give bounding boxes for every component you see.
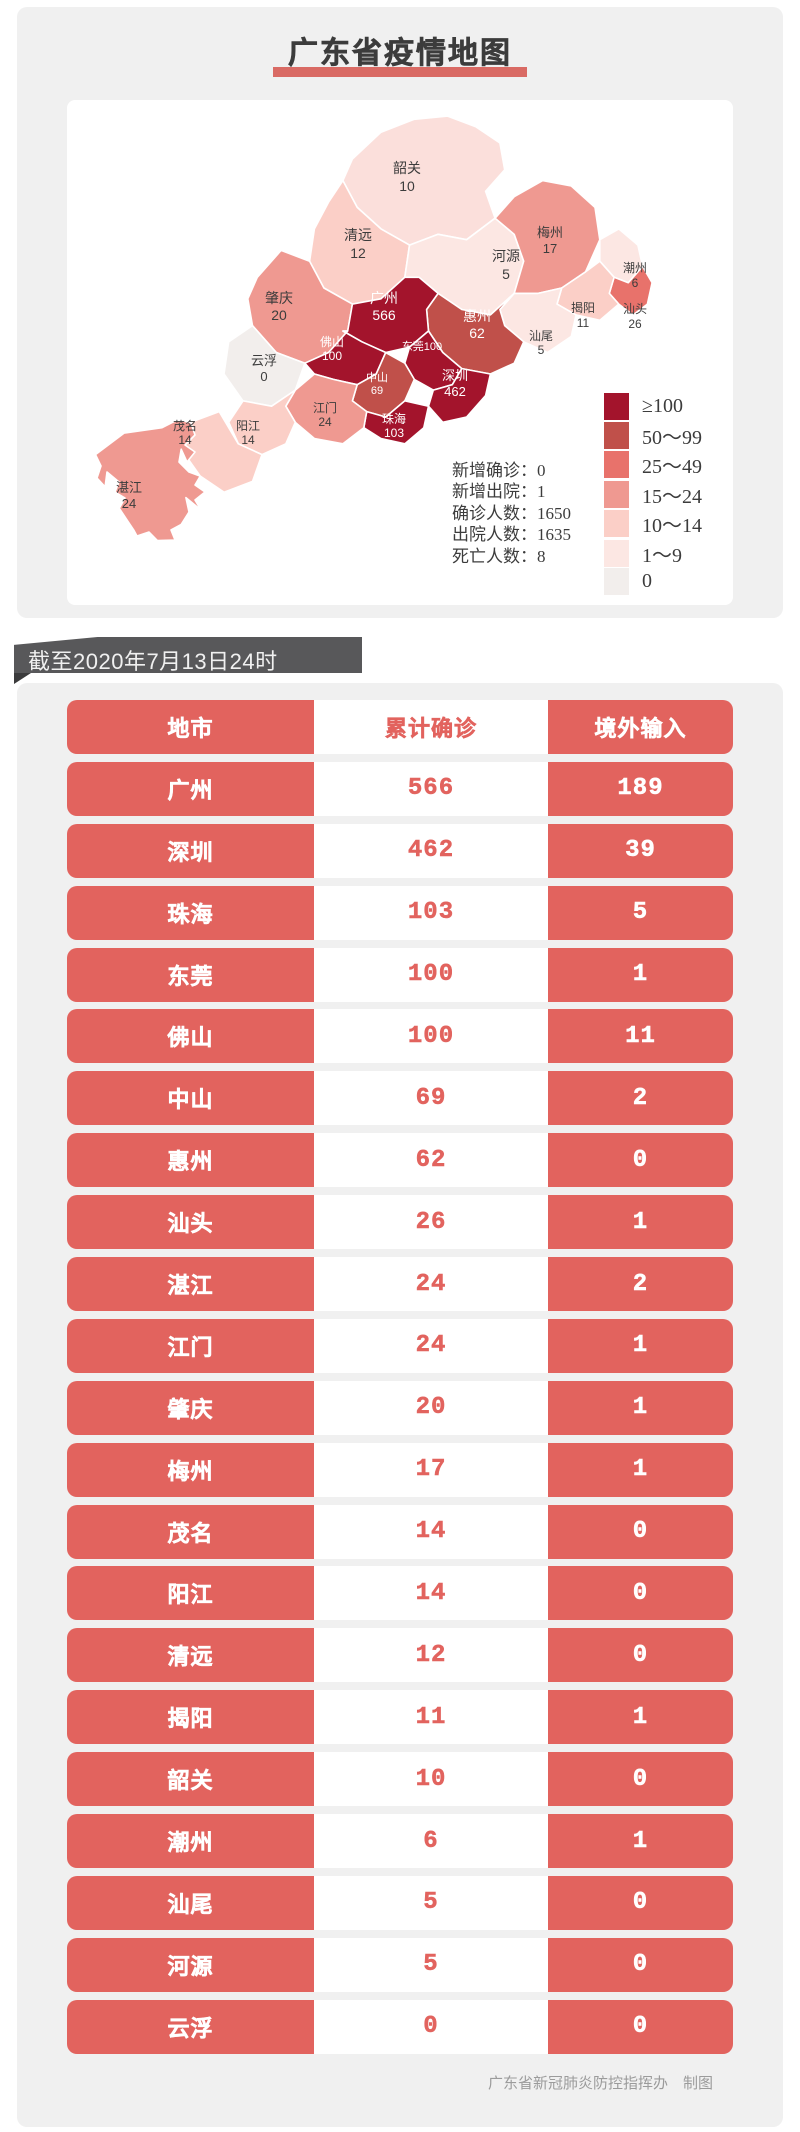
svg-text:20: 20 xyxy=(271,307,287,323)
svg-text:湛江: 湛江 xyxy=(116,480,142,495)
svg-text:汕尾: 汕尾 xyxy=(529,329,553,343)
svg-text:广州: 广州 xyxy=(370,290,398,306)
svg-text:5: 5 xyxy=(502,266,510,282)
svg-text:5: 5 xyxy=(538,343,545,357)
svg-text:6: 6 xyxy=(632,276,639,290)
svg-text:26: 26 xyxy=(628,317,642,331)
svg-text:肇庆: 肇庆 xyxy=(265,290,293,306)
svg-text:惠州: 惠州 xyxy=(463,308,491,324)
svg-text:佛山: 佛山 xyxy=(320,335,344,349)
svg-text:24: 24 xyxy=(318,415,332,429)
svg-text:14: 14 xyxy=(178,433,192,447)
svg-text:茂名: 茂名 xyxy=(173,418,197,433)
svg-text:阳江: 阳江 xyxy=(236,419,260,433)
svg-text:17: 17 xyxy=(543,241,557,256)
svg-text:11: 11 xyxy=(577,316,590,330)
svg-text:100: 100 xyxy=(322,349,342,363)
svg-text:东莞100: 东莞100 xyxy=(402,340,442,353)
svg-text:揭阳: 揭阳 xyxy=(571,300,595,315)
svg-text:566: 566 xyxy=(372,307,396,323)
svg-text:江门: 江门 xyxy=(313,400,337,415)
svg-text:韶关: 韶关 xyxy=(393,160,421,176)
svg-text:潮州: 潮州 xyxy=(623,260,647,275)
svg-text:云浮: 云浮 xyxy=(251,353,277,368)
svg-text:中山: 中山 xyxy=(366,371,388,384)
svg-text:汕头: 汕头 xyxy=(623,302,647,316)
svg-text:462: 462 xyxy=(444,384,466,399)
svg-text:14: 14 xyxy=(241,433,255,447)
svg-text:梅州: 梅州 xyxy=(537,225,563,240)
svg-text:24: 24 xyxy=(122,496,136,511)
svg-text:0: 0 xyxy=(260,369,267,384)
svg-text:深圳: 深圳 xyxy=(442,368,468,383)
svg-text:河源: 河源 xyxy=(492,248,520,264)
svg-text:69: 69 xyxy=(371,385,383,397)
svg-text:12: 12 xyxy=(350,245,366,261)
svg-text:62: 62 xyxy=(469,325,485,341)
svg-text:清远: 清远 xyxy=(344,227,372,243)
svg-text:103: 103 xyxy=(384,426,404,440)
svg-text:10: 10 xyxy=(399,178,415,194)
svg-text:珠海: 珠海 xyxy=(382,411,406,426)
